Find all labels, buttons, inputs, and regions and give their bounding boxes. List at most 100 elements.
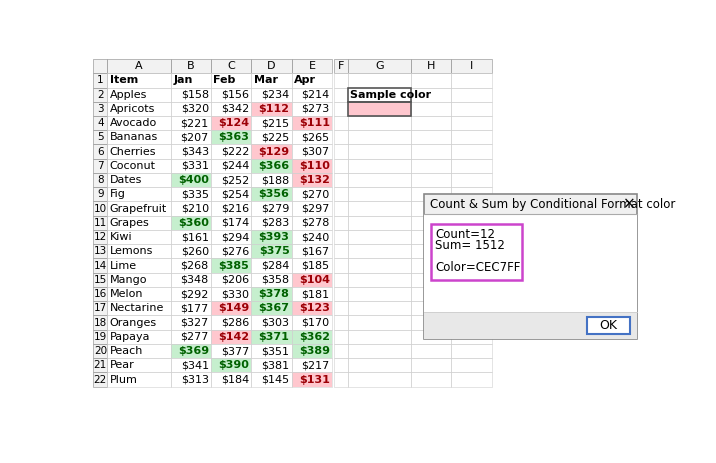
Bar [107, 330, 171, 344]
Text: Sample color: Sample color [350, 90, 431, 100]
Bar [347, 130, 411, 144]
Bar [251, 59, 292, 73]
Bar [107, 116, 171, 130]
Text: E: E [309, 61, 316, 71]
Text: Coconut: Coconut [110, 161, 155, 171]
Bar [211, 372, 251, 387]
Text: $252: $252 [221, 175, 249, 185]
Text: $279: $279 [261, 204, 289, 213]
Bar [171, 173, 211, 187]
Bar [411, 159, 451, 173]
Bar [251, 116, 292, 130]
Text: 22: 22 [94, 375, 107, 385]
Text: Mango: Mango [110, 275, 147, 285]
Text: $124: $124 [218, 118, 249, 128]
Bar [334, 273, 347, 287]
Bar [347, 244, 411, 258]
Bar [334, 130, 347, 144]
Bar [292, 358, 332, 372]
Bar [211, 73, 251, 88]
Bar [251, 73, 292, 88]
Text: $330: $330 [221, 289, 249, 299]
Bar [334, 201, 347, 216]
Bar [411, 258, 451, 273]
Bar [334, 273, 347, 287]
Text: H: H [427, 61, 435, 71]
Text: A: A [135, 61, 143, 71]
Bar [347, 301, 411, 315]
Bar [93, 73, 107, 88]
Text: $210: $210 [180, 204, 209, 213]
Bar [93, 144, 107, 159]
Bar [211, 130, 251, 144]
Text: $207: $207 [180, 132, 209, 143]
Bar [451, 201, 492, 216]
Bar [292, 330, 332, 344]
Bar [251, 344, 292, 358]
Text: $389: $389 [299, 346, 330, 356]
Bar [251, 315, 292, 330]
Bar [251, 273, 292, 287]
Bar [451, 358, 492, 372]
Bar [211, 187, 251, 201]
Bar [334, 159, 347, 173]
Bar [451, 244, 492, 258]
Bar [171, 159, 211, 173]
Bar [211, 244, 251, 258]
Bar [93, 102, 107, 116]
Bar [292, 159, 332, 173]
Bar [451, 344, 492, 358]
Bar [93, 216, 107, 230]
Bar [93, 201, 107, 216]
Bar [251, 88, 292, 102]
Bar [347, 116, 411, 130]
Bar [107, 159, 171, 173]
Text: $112: $112 [258, 104, 289, 114]
Bar [411, 258, 451, 273]
Bar [451, 216, 492, 230]
Bar [292, 159, 332, 173]
Bar [171, 258, 211, 273]
Bar [251, 301, 292, 315]
Text: $360: $360 [178, 218, 209, 228]
Text: Grapefruit: Grapefruit [110, 204, 167, 213]
Bar [347, 144, 411, 159]
Bar [347, 173, 411, 187]
Bar [347, 273, 411, 287]
Bar [171, 230, 211, 244]
Text: $110: $110 [299, 161, 330, 171]
Text: Pear: Pear [110, 360, 135, 370]
Text: 10: 10 [94, 204, 107, 213]
Text: $294: $294 [221, 232, 249, 242]
Text: Papaya: Papaya [110, 332, 150, 342]
Bar [292, 244, 332, 258]
Bar [93, 73, 107, 88]
Text: $400: $400 [178, 175, 209, 185]
Bar [251, 130, 292, 144]
Bar [334, 258, 347, 273]
Bar [292, 344, 332, 358]
Bar [211, 144, 251, 159]
Bar [107, 258, 171, 273]
Text: $217: $217 [301, 360, 330, 370]
Bar [292, 130, 332, 144]
Text: Item: Item [110, 75, 138, 85]
Bar [347, 273, 411, 287]
Bar [411, 102, 451, 116]
Bar [451, 230, 492, 244]
Bar [93, 273, 107, 287]
Bar [411, 216, 451, 230]
Bar [334, 330, 347, 344]
Text: 18: 18 [94, 318, 107, 327]
Bar [411, 344, 451, 358]
Text: $234: $234 [261, 90, 289, 100]
Bar [292, 201, 332, 216]
Text: 21: 21 [94, 360, 107, 370]
Bar [347, 144, 411, 159]
Bar [451, 273, 492, 287]
Bar [292, 330, 332, 344]
Bar [411, 358, 451, 372]
Text: 11: 11 [94, 218, 107, 228]
Text: $377: $377 [221, 346, 249, 356]
Bar [171, 358, 211, 372]
